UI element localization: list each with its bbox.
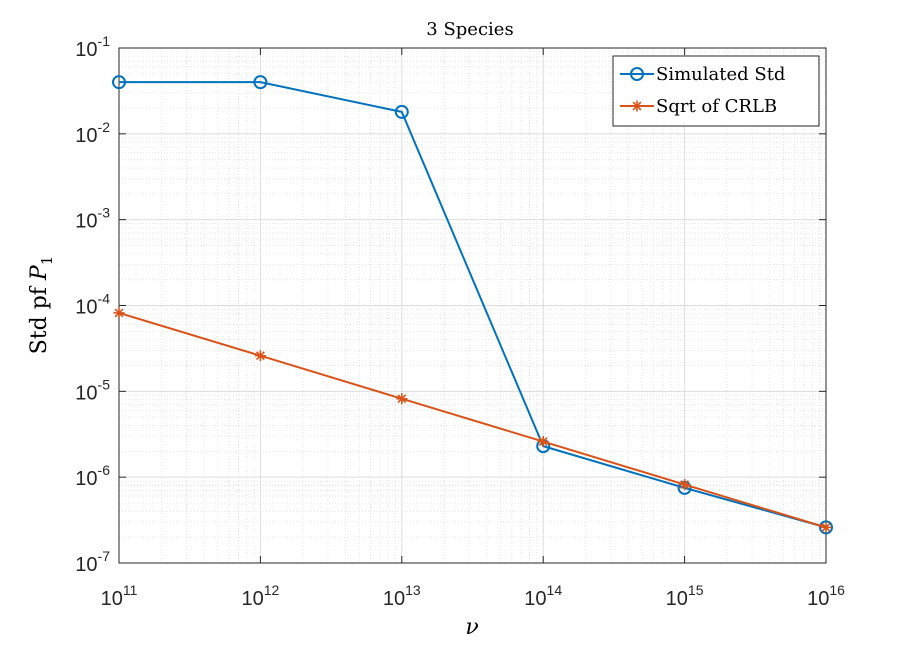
y-tick-label: 10-1 xyxy=(75,33,110,61)
data-point-sqrt-of-crlb xyxy=(396,393,408,405)
series-simulated-std xyxy=(112,75,833,535)
data-point-simulated-std xyxy=(253,75,268,90)
series-sqrt-of-crlb xyxy=(113,307,832,533)
y-axis-label-variable: P xyxy=(27,264,52,281)
x-tick-label: 1012 xyxy=(241,582,279,610)
y-tick-label: 10-3 xyxy=(75,205,110,233)
data-point-sqrt-of-crlb xyxy=(820,521,832,533)
series-line-simulated-std xyxy=(119,81,827,529)
y-axis-label-prefix: Std pf xyxy=(27,280,52,354)
y-tick-label: 10-4 xyxy=(75,291,110,319)
data-point-sqrt-of-crlb xyxy=(537,436,549,448)
data-point-simulated-std xyxy=(112,75,126,90)
x-tick-label: 1013 xyxy=(383,582,421,610)
x-tick-label: 1011 xyxy=(101,582,138,610)
x-tick-label: 1015 xyxy=(666,582,704,610)
legend-asterisk-icon xyxy=(631,100,643,112)
legend-label-sqrt-of-crlb: Sqrt of CRLB xyxy=(656,96,777,117)
y-axis: 10-7 10-6 10-5 10-4 10-3 10-2 10-1 xyxy=(75,33,826,576)
series-line-sqrt-of-crlb xyxy=(118,311,827,529)
data-point-simulated-std xyxy=(394,104,409,119)
data-point-sqrt-of-crlb xyxy=(254,350,266,362)
legend-label-simulated-std: Simulated Std xyxy=(656,64,785,85)
legend-marker-simulated-std xyxy=(630,67,644,81)
legend-marker-sqrt-of-crlb xyxy=(631,100,643,112)
legend-box xyxy=(612,55,820,127)
y-tick-label: 10-7 xyxy=(75,548,110,576)
y-axis-label-subscript: 1 xyxy=(38,256,56,266)
x-axis: 1011 1012 1013 1014 1015 1016 xyxy=(101,48,845,610)
data-point-simulated-std xyxy=(819,520,833,535)
x-axis-label: ν xyxy=(465,615,478,640)
y-tick-label: 10-2 xyxy=(75,119,110,147)
x-tick-label: 1016 xyxy=(807,582,845,610)
y-tick-label: 10-5 xyxy=(75,376,110,404)
chart-title: 3 Species xyxy=(426,19,513,40)
y-axis-label: Std pf P1 xyxy=(27,256,56,355)
series-layer xyxy=(112,75,833,535)
data-point-sqrt-of-crlb xyxy=(679,479,691,491)
data-point-sqrt-of-crlb xyxy=(113,307,125,319)
y-tick-label: 10-6 xyxy=(75,462,110,490)
legend: Simulated Std Sqrt of CRLB xyxy=(612,55,820,127)
x-tick-label: 1014 xyxy=(524,582,562,610)
